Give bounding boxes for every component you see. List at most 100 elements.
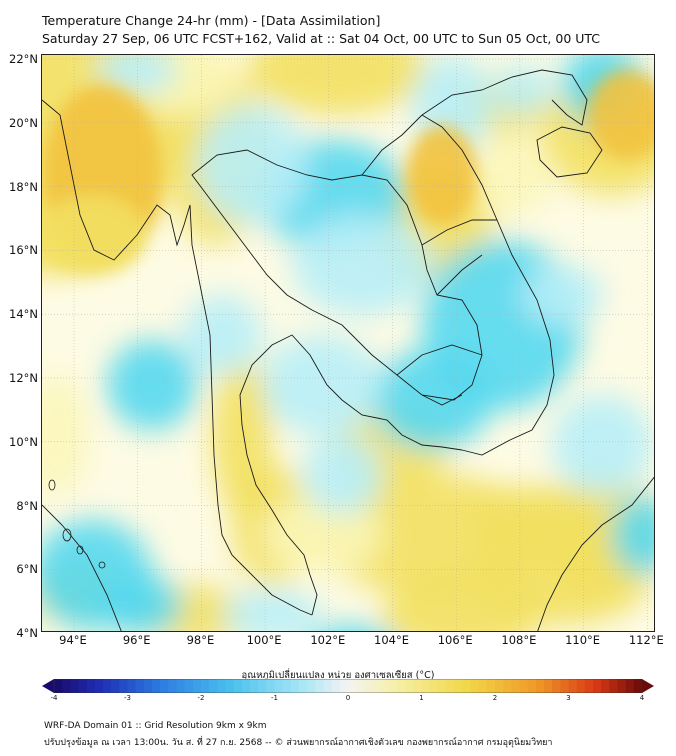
lon-label: 104°E xyxy=(374,633,409,647)
colorbar-segment xyxy=(176,679,186,693)
colorbar-tick-label: 0 xyxy=(345,694,351,702)
field-blob xyxy=(322,625,382,631)
colorbar-tick-label: -3 xyxy=(124,694,131,702)
field-blob xyxy=(262,335,382,435)
border-line xyxy=(42,504,122,631)
field-blob xyxy=(492,65,552,115)
field-blob xyxy=(292,215,432,315)
colorbar-segment xyxy=(437,679,447,693)
field-blob xyxy=(102,575,182,631)
colorbar-segment xyxy=(348,679,357,693)
colorbar-extend-high xyxy=(642,679,654,693)
border-line xyxy=(396,344,483,406)
field-blob xyxy=(262,495,382,575)
island xyxy=(98,561,106,569)
lat-label: 18°N xyxy=(9,179,38,194)
lat-label: 4°N xyxy=(16,626,38,641)
country-borders xyxy=(42,69,654,631)
border-line xyxy=(239,334,463,616)
lon-label: 108°E xyxy=(501,633,537,647)
lat-label: 8°N xyxy=(16,498,38,513)
colorbar-segment xyxy=(372,679,382,693)
colorbar-segment xyxy=(511,679,520,693)
colorbar-segment xyxy=(307,679,316,693)
field-blob xyxy=(552,395,652,495)
colorbar-segment xyxy=(380,679,390,693)
colorbar-segment xyxy=(70,679,79,693)
lon-label: 98°E xyxy=(186,633,215,647)
colorbar-segment xyxy=(299,679,308,693)
colorbar-segment xyxy=(625,679,635,693)
island xyxy=(48,479,56,491)
colorbar-segment xyxy=(143,679,153,693)
colorbar-segment xyxy=(119,679,128,693)
field-blob xyxy=(42,375,87,495)
border-line xyxy=(421,69,588,126)
lon-label: 102°E xyxy=(310,633,346,647)
field-blob xyxy=(222,590,322,631)
colorbar-segment xyxy=(78,679,88,693)
colorbar-segment xyxy=(233,679,243,693)
field-blob xyxy=(382,575,542,631)
colorbar-segment xyxy=(103,679,112,693)
colorbar-segment xyxy=(601,679,610,693)
field-blob xyxy=(407,125,477,225)
lon-label: 94°E xyxy=(59,633,87,647)
colorbar-extend-low xyxy=(42,679,54,693)
colorbar-segment xyxy=(111,679,120,693)
field-blob xyxy=(182,295,262,375)
colorbar-segment xyxy=(364,679,373,693)
colorbar-segment xyxy=(160,679,169,693)
colorbar xyxy=(42,679,654,693)
colorbar-tick-label: 3 xyxy=(566,694,571,702)
colorbar-segment xyxy=(209,679,218,693)
lat-label: 10°N xyxy=(9,434,38,449)
border-line xyxy=(191,149,483,401)
colorbar-title: อุณหภูมิเปลี่ยนแปลง หน่วย องศาเซลเซียส (… xyxy=(241,670,435,681)
border-line xyxy=(537,476,654,631)
colorbar-segment xyxy=(184,679,194,693)
colorbar-segment xyxy=(274,679,284,693)
colorbar-segment xyxy=(593,679,602,693)
border-line xyxy=(361,114,497,296)
colorbar-tick-label: 2 xyxy=(492,694,498,702)
lat-label: 14°N xyxy=(9,307,38,322)
colorbar-segment xyxy=(568,679,578,693)
colorbar-segment xyxy=(560,679,569,693)
border-line xyxy=(536,126,603,178)
colorbar-segment xyxy=(94,679,104,693)
colorbar-segment xyxy=(535,679,545,693)
colorbar-segment xyxy=(62,679,71,693)
field-blob xyxy=(197,105,307,225)
colorbar-segment xyxy=(135,679,145,693)
field-blob xyxy=(107,340,197,430)
island xyxy=(76,545,84,555)
colorbar-segment xyxy=(127,679,137,693)
colorbar-segment xyxy=(397,679,406,693)
colorbar-segment xyxy=(290,679,300,693)
colorbar-segment xyxy=(478,679,488,693)
colorbar-segment xyxy=(282,679,292,693)
field-blob xyxy=(302,435,382,515)
chart-title: Temperature Change 24-hr (mm) - [Data As… xyxy=(42,13,381,28)
colorbar-segment xyxy=(331,679,341,693)
field-blob xyxy=(612,495,654,575)
field-blob xyxy=(42,195,147,275)
colorbar-segment xyxy=(225,679,235,693)
footer-domain-info: WRF-DA Domain 01 :: Grid Resolution 9km … xyxy=(44,721,267,731)
lat-label: 20°N xyxy=(9,115,38,130)
colorbar-segment xyxy=(421,679,431,693)
colorbar-segment xyxy=(552,679,561,693)
colorbar-segment xyxy=(339,679,349,693)
colorbar-segment xyxy=(527,679,537,693)
graticule xyxy=(42,55,654,631)
map-panel[interactable] xyxy=(41,54,655,632)
colorbar-segment xyxy=(486,679,496,693)
colorbar-segment xyxy=(86,679,96,693)
colorbar-segment xyxy=(462,679,471,693)
colorbar-segment xyxy=(152,679,161,693)
colorbar-segment xyxy=(519,679,529,693)
lon-label: 112°E xyxy=(628,633,664,647)
field-blob xyxy=(97,55,177,95)
field-blob xyxy=(522,265,602,325)
